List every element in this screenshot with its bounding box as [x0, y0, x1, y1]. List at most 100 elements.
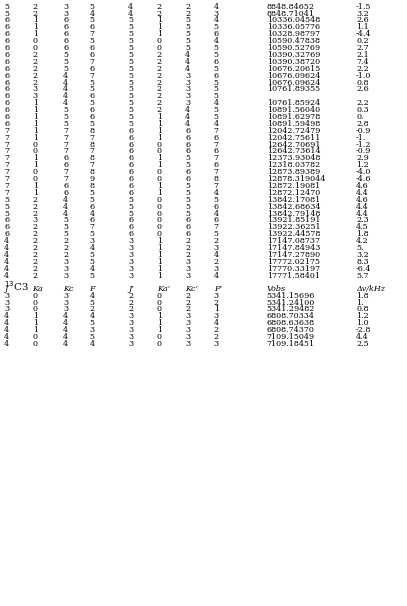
Text: 4: 4	[63, 196, 68, 204]
Text: 5: 5	[214, 79, 219, 87]
Text: 0: 0	[33, 299, 37, 307]
Text: 4.4: 4.4	[356, 333, 369, 341]
Text: 2: 2	[33, 251, 38, 259]
Text: 5: 5	[185, 44, 190, 52]
Text: 1: 1	[157, 251, 162, 259]
Text: 12642.73614: 12642.73614	[267, 147, 320, 156]
Text: 2: 2	[63, 237, 68, 245]
Text: 2: 2	[157, 106, 162, 114]
Text: 0: 0	[157, 141, 162, 148]
Text: 3: 3	[185, 265, 190, 273]
Text: 8: 8	[90, 141, 94, 148]
Text: 7: 7	[90, 134, 94, 142]
Text: 0.8: 0.8	[356, 79, 369, 87]
Text: 2: 2	[157, 72, 162, 79]
Text: 5341.15696: 5341.15696	[267, 291, 315, 299]
Text: 2: 2	[185, 291, 190, 299]
Text: 2: 2	[185, 299, 190, 307]
Text: 12872.19081: 12872.19081	[267, 182, 320, 190]
Text: 4.4: 4.4	[356, 189, 369, 197]
Text: 2: 2	[214, 299, 219, 307]
Text: 4: 4	[90, 265, 95, 273]
Text: 0: 0	[157, 168, 162, 176]
Text: 2: 2	[185, 251, 190, 259]
Text: 4: 4	[185, 106, 190, 114]
Text: 12642.70691: 12642.70691	[267, 141, 320, 148]
Text: 10590.52769: 10590.52769	[267, 44, 320, 52]
Text: 8848.84652: 8848.84652	[267, 2, 315, 11]
Text: 8.3: 8.3	[356, 258, 369, 266]
Text: 2: 2	[185, 2, 190, 11]
Text: 3: 3	[128, 333, 133, 341]
Text: 3: 3	[63, 265, 68, 273]
Text: 2.8: 2.8	[356, 120, 369, 128]
Text: 6808.70334: 6808.70334	[267, 312, 315, 321]
Text: 6: 6	[4, 106, 9, 114]
Text: 4: 4	[128, 10, 133, 18]
Text: 2: 2	[63, 244, 68, 252]
Text: 5: 5	[128, 210, 133, 218]
Text: 2: 2	[90, 305, 95, 313]
Text: 6: 6	[185, 141, 190, 148]
Text: 17147.27890: 17147.27890	[267, 251, 320, 259]
Text: 6: 6	[4, 30, 9, 38]
Text: 3: 3	[185, 99, 190, 107]
Text: 4: 4	[128, 2, 133, 11]
Text: 5: 5	[214, 65, 219, 73]
Text: 6: 6	[90, 216, 95, 224]
Text: 2.5: 2.5	[356, 340, 369, 348]
Text: 0: 0	[157, 147, 162, 156]
Text: 2: 2	[185, 244, 190, 252]
Text: 1.2: 1.2	[356, 312, 369, 321]
Text: 1: 1	[157, 237, 162, 245]
Text: 2: 2	[33, 65, 38, 73]
Text: 4: 4	[214, 120, 219, 128]
Text: 1: 1	[157, 161, 162, 169]
Text: 1: 1	[33, 182, 38, 190]
Text: 2: 2	[33, 196, 38, 204]
Text: 0: 0	[157, 340, 162, 348]
Text: 6: 6	[4, 120, 9, 128]
Text: 6: 6	[128, 147, 133, 156]
Text: 3: 3	[128, 319, 133, 327]
Text: 5: 5	[185, 196, 190, 204]
Text: 2: 2	[33, 271, 38, 279]
Text: 5: 5	[214, 44, 219, 52]
Text: 4: 4	[214, 99, 219, 107]
Text: 2: 2	[185, 237, 190, 245]
Text: 3.2: 3.2	[356, 10, 369, 18]
Text: 10891.56040: 10891.56040	[267, 106, 320, 114]
Text: 7109.18451: 7109.18451	[267, 340, 315, 348]
Text: 7: 7	[214, 141, 219, 148]
Text: 5: 5	[128, 51, 133, 59]
Text: 2: 2	[33, 237, 38, 245]
Text: 6: 6	[214, 134, 219, 142]
Text: 5: 5	[185, 189, 190, 197]
Text: 4: 4	[214, 37, 219, 45]
Text: 4: 4	[4, 237, 9, 245]
Text: 6: 6	[4, 79, 9, 87]
Text: J’: J’	[128, 285, 134, 293]
Text: 1: 1	[33, 127, 38, 135]
Text: 0: 0	[157, 299, 162, 307]
Text: 6: 6	[185, 216, 190, 224]
Text: 5: 5	[214, 230, 219, 238]
Text: 7: 7	[63, 141, 68, 148]
Text: 2: 2	[185, 10, 190, 18]
Text: 5: 5	[128, 92, 133, 101]
Text: 5: 5	[214, 24, 219, 32]
Text: 0: 0	[33, 291, 37, 299]
Text: 2: 2	[157, 51, 162, 59]
Text: 5: 5	[128, 106, 133, 114]
Text: Kc’: Kc’	[185, 285, 198, 293]
Text: 1: 1	[214, 305, 219, 313]
Text: -4.0: -4.0	[356, 168, 372, 176]
Text: 2: 2	[33, 202, 38, 211]
Text: 1: 1	[157, 134, 162, 142]
Text: 5: 5	[90, 16, 94, 24]
Text: 7: 7	[4, 175, 9, 183]
Text: 5: 5	[128, 37, 133, 45]
Text: 0: 0	[157, 202, 162, 211]
Text: 1: 1	[33, 30, 38, 38]
Text: 4: 4	[63, 333, 68, 341]
